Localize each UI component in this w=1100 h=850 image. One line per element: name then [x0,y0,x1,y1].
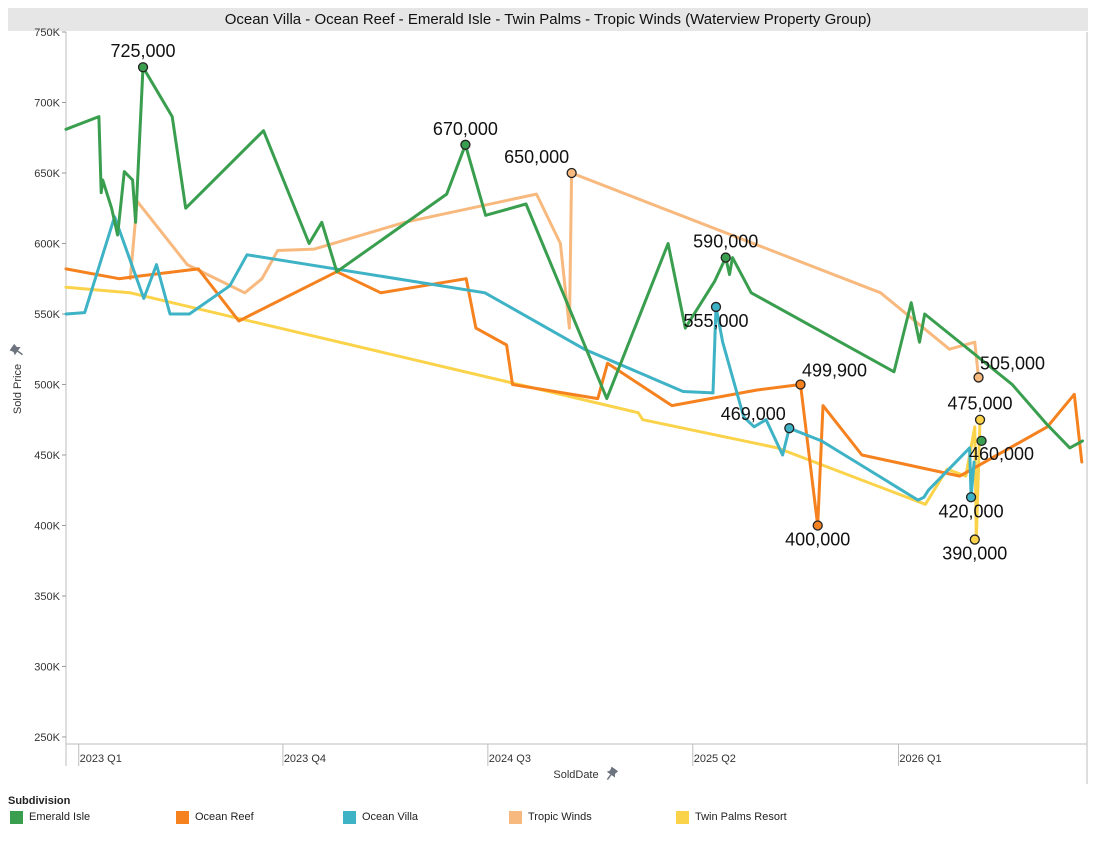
legend-swatch [676,810,689,824]
y-tick-label: 250K [34,732,60,744]
data-marker [137,62,149,73]
data-label: 469,000 [721,404,786,424]
y-tick-label: 650K [34,168,60,180]
data-markers [137,62,987,545]
data-label: 499,900 [802,360,867,380]
legend-label: Ocean Reef [195,811,254,823]
data-marker [976,435,987,447]
series-line-ocean-reef [64,267,1084,527]
x-tick-label: 2025 Q2 [694,753,736,765]
chart-axes: 250K 300K 350K 400K 450K 500K 550K 600K 650K 700K… [12,27,1088,784]
data-marker [795,379,806,390]
y-axis-pin-icon [9,343,23,356]
data-label: 670,000 [433,119,498,139]
legend-swatch [509,810,522,824]
pin-needle [17,350,23,356]
y-tick-label: 450K [34,450,60,462]
series-line-twin-palms-resort [64,285,982,542]
legend-swatch [176,810,189,824]
legend-swatch [343,810,356,824]
legend-item-ocean-villa[interactable]: Ocean Villa [343,809,418,825]
data-marker [974,414,986,425]
data-label: 555,000 [683,311,748,331]
y-tick-label: 700K [34,97,60,109]
chart-title: Ocean Villa - Ocean Reef - Emerald Isle … [8,8,1088,31]
legend-label: Emerald Isle [29,811,91,823]
series-line-emerald-isle [64,65,1084,450]
data-marker [973,372,984,383]
data-marker [710,301,722,313]
data-marker [720,252,731,263]
data-marker [812,520,823,531]
pin-head [9,343,21,356]
y-tick-label: 750K [34,27,60,39]
pin-head [606,766,619,778]
data-marker [566,167,577,179]
legend: Subdivision Emerald Isle Ocean Reef Ocea… [8,792,1088,842]
y-tick-label: 300K [34,661,60,673]
legend-swatch [10,810,23,824]
data-marker [969,534,980,545]
x-tick-label: 2023 Q1 [80,753,122,765]
legend-label: Ocean Villa [362,811,419,823]
legend-item-emerald-isle[interactable]: Emerald Isle [10,809,90,825]
y-tick-label: 550K [34,309,60,321]
legend-item-ocean-reef[interactable]: Ocean Reef [176,809,254,825]
legend-item-tropic-winds[interactable]: Tropic Winds [509,809,592,825]
data-label: 505,000 [980,353,1045,373]
data-label: 725,000 [111,41,176,61]
x-axis-pin-icon [606,766,619,780]
data-label: 475,000 [947,394,1012,414]
y-tick-label: 500K [34,379,60,391]
pin-icons [9,343,619,780]
series-lines [64,65,1084,542]
y-tick-label: 600K [34,238,60,250]
legend-title: Subdivision [8,795,71,807]
x-tick-label: 2024 Q3 [489,753,531,765]
series-line-ocean-villa [64,215,976,502]
data-marker [965,492,977,503]
legend-label: Tropic Winds [528,811,592,823]
legend-item-twin-palms-resort[interactable]: Twin Palms Resort [676,809,787,825]
data-label: 590,000 [693,232,758,252]
data-label: 400,000 [785,529,850,549]
pin-needle [606,774,612,780]
legend-label: Twin Palms Resort [695,811,787,823]
line-chart: 250K 300K 350K 400K 450K 500K 550K 600K 650K 700K… [9,27,1088,784]
y-tick-label: 400K [34,520,60,532]
data-marker [460,139,471,150]
y-axis-title: Sold Price [12,364,24,414]
data-marker [784,423,795,434]
data-label: 650,000 [504,147,569,167]
x-tick-label: 2026 Q1 [899,753,941,765]
data-label: 460,000 [969,444,1034,464]
data-labels: 725,000 670,000 650,000 590,000 555,000 499,9… [111,41,1046,563]
y-tick-label: 350K [34,591,60,603]
x-tick-label: 2023 Q4 [284,753,326,765]
data-label: 420,000 [939,501,1004,521]
data-label: 390,000 [942,544,1007,564]
x-axis-title: SoldDate [553,769,598,781]
